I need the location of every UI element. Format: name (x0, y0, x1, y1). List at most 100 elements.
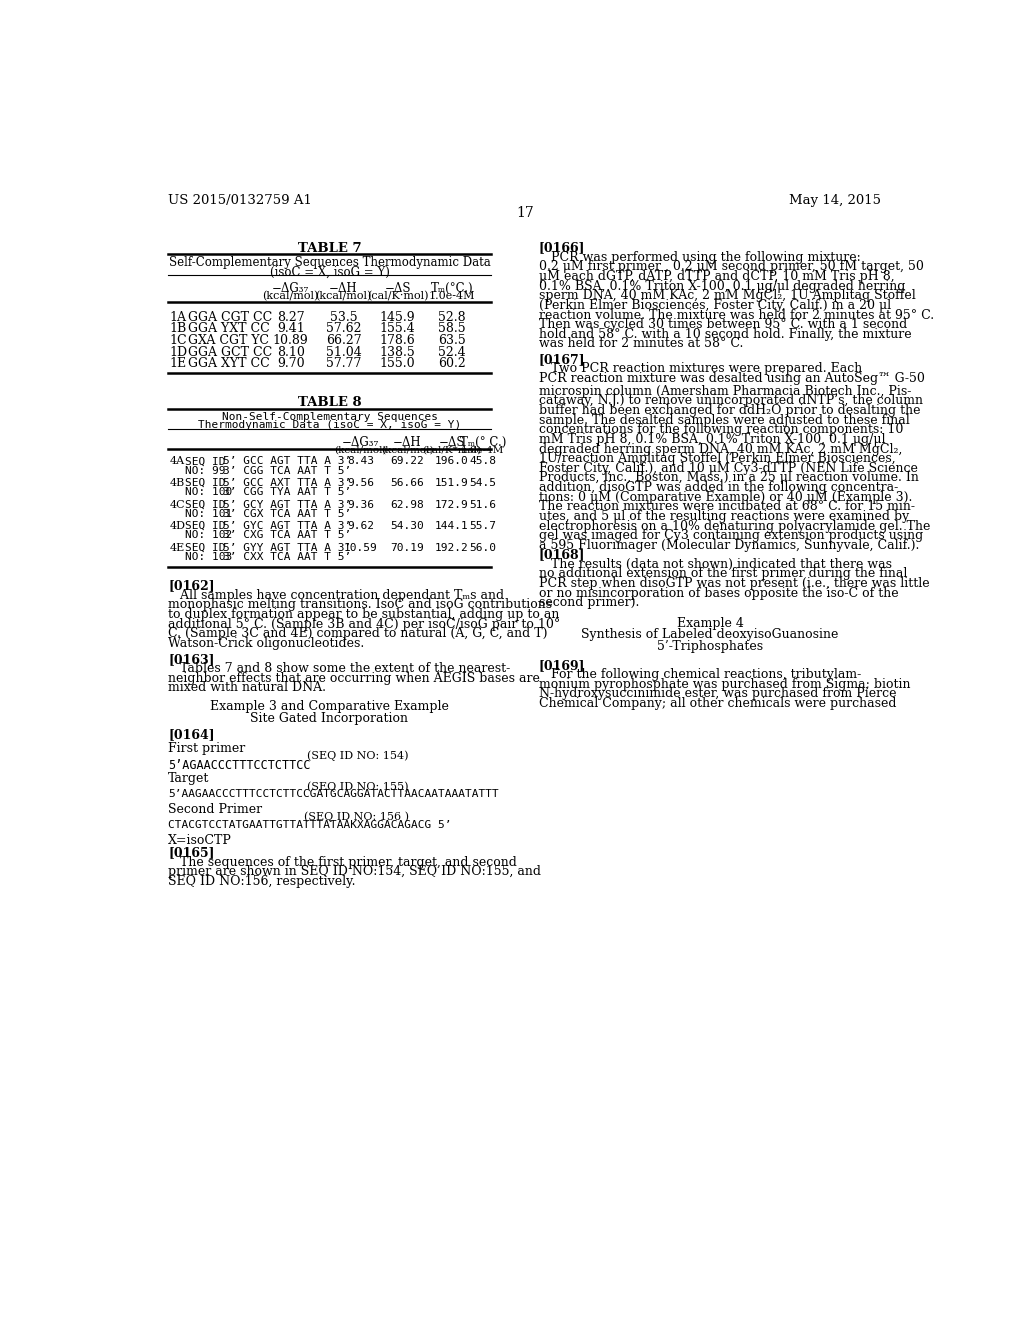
Text: addition, disoGTP was added in the following concentra-: addition, disoGTP was added in the follo… (539, 480, 898, 494)
Text: [0168]: [0168] (539, 548, 586, 561)
Text: X=isoCTP: X=isoCTP (168, 834, 232, 847)
Text: 155.4: 155.4 (380, 322, 416, 335)
Text: 3’ CXG TCA AAT T 5’: 3’ CXG TCA AAT T 5’ (222, 531, 351, 540)
Text: SEQ ID: SEQ ID (185, 499, 226, 510)
Text: 5’ GYY AGT TTA A 3’: 5’ GYY AGT TTA A 3’ (222, 543, 351, 553)
Text: Tables 7 and 8 show some the extent of the nearest-: Tables 7 and 8 show some the extent of t… (168, 663, 511, 675)
Text: N-hydroxysuccinimide ester, was purchased from Pierce: N-hydroxysuccinimide ester, was purchase… (539, 688, 896, 701)
Text: 45.8: 45.8 (469, 457, 497, 466)
Text: Second Primer: Second Primer (168, 804, 262, 816)
Text: utes, and 5 μl of the resulting reactions were examined by: utes, and 5 μl of the resulting reaction… (539, 510, 909, 523)
Text: 1C: 1C (170, 334, 187, 347)
Text: 8.43: 8.43 (347, 457, 374, 466)
Text: 1.0e-4M: 1.0e-4M (461, 446, 505, 454)
Text: SEQ ID: SEQ ID (185, 457, 226, 466)
Text: 1E: 1E (170, 358, 187, 370)
Text: (kcal/mol): (kcal/mol) (262, 290, 318, 301)
Text: gel was imaged for Cy3 containing extension products using: gel was imaged for Cy3 containing extens… (539, 529, 923, 543)
Text: 5’ GCY AGT TTA A 3’: 5’ GCY AGT TTA A 3’ (222, 499, 351, 510)
Text: (Perkin Elmer Biosciences, Foster City, Calif.) in a 20 μl: (Perkin Elmer Biosciences, Foster City, … (539, 298, 891, 312)
Text: 53.5: 53.5 (330, 312, 357, 323)
Text: mM Tris pH 8, 0.1% BSA, 0.1% Triton X-100, 0.1 μg/μl: mM Tris pH 8, 0.1% BSA, 0.1% Triton X-10… (539, 433, 886, 446)
Text: PCR was performed using the following mixture:: PCR was performed using the following mi… (539, 251, 860, 264)
Text: 54.30: 54.30 (390, 521, 424, 531)
Text: C. (Sample 3C and 4E) compared to natural (A, G, C, and T): C. (Sample 3C and 4E) compared to natura… (168, 627, 548, 640)
Text: SEQ ID NO:156, respectively.: SEQ ID NO:156, respectively. (168, 875, 355, 888)
Text: (SEQ ID NO: 155): (SEQ ID NO: 155) (307, 781, 409, 792)
Text: 9.62: 9.62 (347, 521, 374, 531)
Text: 56.66: 56.66 (390, 478, 424, 488)
Text: Non-Self-Complementary Sequences: Non-Self-Complementary Sequences (221, 412, 437, 421)
Text: NO: 103: NO: 103 (185, 552, 232, 562)
Text: 3’ CGX TCA AAT T 5’: 3’ CGX TCA AAT T 5’ (222, 508, 351, 519)
Text: 70.19: 70.19 (390, 543, 424, 553)
Text: GGA YXT CC: GGA YXT CC (187, 322, 269, 335)
Text: 5’-Triphosphates: 5’-Triphosphates (657, 640, 763, 652)
Text: 172.9: 172.9 (435, 499, 469, 510)
Text: PCR reaction mixture was desalted using an AutoSeg™ G-50: PCR reaction mixture was desalted using … (539, 372, 925, 385)
Text: degraded herring sperm DNA, 40 mM KAc, 2 mM MgCl₂,: degraded herring sperm DNA, 40 mM KAc, 2… (539, 442, 902, 455)
Text: 1D: 1D (170, 346, 188, 359)
Text: Tₘ(° C.): Tₘ(° C.) (460, 437, 506, 449)
Text: concentrations for the following reaction components: 10: concentrations for the following reactio… (539, 424, 903, 437)
Text: SEQ ID: SEQ ID (185, 478, 226, 488)
Text: [0166]: [0166] (539, 242, 586, 255)
Text: neighbor effects that are occurring when AEGIS bases are: neighbor effects that are occurring when… (168, 672, 541, 685)
Text: 4E: 4E (170, 543, 185, 553)
Text: Watson-Crick oligonucleotides.: Watson-Crick oligonucleotides. (168, 638, 365, 649)
Text: Then was cycled 30 times between 95° C. with a 1 second: Then was cycled 30 times between 95° C. … (539, 318, 907, 331)
Text: Products, Inc., Boston, Mass.) in a 25 μl reaction volume. In: Products, Inc., Boston, Mass.) in a 25 μ… (539, 471, 919, 484)
Text: 1.0e-4M: 1.0e-4M (429, 290, 475, 301)
Text: cataway, N.J.) to remove unincorporated dNTP’s, the column: cataway, N.J.) to remove unincorporated … (539, 395, 923, 408)
Text: TABLE 8: TABLE 8 (298, 396, 361, 409)
Text: was held for 2 minutes at 58° C.: was held for 2 minutes at 58° C. (539, 338, 743, 350)
Text: 0.2 μM first primer , 0.2 μM second primer, 50 fM target, 50: 0.2 μM first primer , 0.2 μM second prim… (539, 260, 924, 273)
Text: Foster City, Calif.), and 10 μM Cy3-dTTP (NEN Life Science: Foster City, Calif.), and 10 μM Cy3-dTTP… (539, 462, 918, 475)
Text: GXA CGT YC: GXA CGT YC (187, 334, 268, 347)
Text: 178.6: 178.6 (380, 334, 416, 347)
Text: 155.0: 155.0 (380, 358, 416, 370)
Text: Site Gated Incorporation: Site Gated Incorporation (251, 711, 409, 725)
Text: [0167]: [0167] (539, 354, 586, 366)
Text: Tₘ(°C.): Tₘ(°C.) (431, 281, 473, 294)
Text: (kcal/mol): (kcal/mol) (381, 446, 433, 454)
Text: US 2015/0132759 A1: US 2015/0132759 A1 (168, 194, 312, 207)
Text: GGA CGT CC: GGA CGT CC (187, 312, 272, 323)
Text: 3’ CGG TYA AAT T 5’: 3’ CGG TYA AAT T 5’ (222, 487, 351, 498)
Text: 4B: 4B (170, 478, 185, 488)
Text: reaction volume. The mixture was held for 2 minutes at 95° C.: reaction volume. The mixture was held fo… (539, 309, 934, 322)
Text: 9.41: 9.41 (276, 322, 304, 335)
Text: TABLE 7: TABLE 7 (298, 242, 361, 255)
Text: 4A: 4A (170, 457, 185, 466)
Text: 145.9: 145.9 (380, 312, 416, 323)
Text: 63.5: 63.5 (438, 334, 466, 347)
Text: All samples have concentration dependant Tₘs and: All samples have concentration dependant… (168, 589, 505, 602)
Text: additional 5° C. (Sample 3B and 4C) per isoC/isoG pair to 10°: additional 5° C. (Sample 3B and 4C) per … (168, 618, 560, 631)
Text: mixed with natural DNA.: mixed with natural DNA. (168, 681, 327, 694)
Text: (isoC = X, isoG = Y): (isoC = X, isoG = Y) (269, 265, 389, 279)
Text: 5’AGAACCCTTTCCTCTTCC: 5’AGAACCCTTTCCTCTTCC (168, 759, 311, 772)
Text: 62.98: 62.98 (390, 499, 424, 510)
Text: GGA XYT CC: GGA XYT CC (187, 358, 269, 370)
Text: 66.27: 66.27 (326, 334, 361, 347)
Text: NO: 102: NO: 102 (185, 531, 232, 540)
Text: no additional extension of the first primer during the final: no additional extension of the first pri… (539, 568, 907, 581)
Text: monophasic melting transitions. IsoC and isoG contributions: monophasic melting transitions. IsoC and… (168, 598, 552, 611)
Text: 5’ GCC AXT TTA A 3’: 5’ GCC AXT TTA A 3’ (222, 478, 351, 488)
Text: monium pyrophosphate was purchased from Sigma; biotin: monium pyrophosphate was purchased from … (539, 677, 910, 690)
Text: For the following chemical reactions, tributylam-: For the following chemical reactions, tr… (539, 668, 861, 681)
Text: −ΔS: −ΔS (384, 281, 411, 294)
Text: [0165]: [0165] (168, 846, 215, 859)
Text: 54.5: 54.5 (469, 478, 497, 488)
Text: 17: 17 (516, 206, 534, 220)
Text: [0169]: [0169] (539, 659, 586, 672)
Text: 1B: 1B (170, 322, 187, 335)
Text: μM each dGTP, dATP, dTTP and dCTP, 10 mM Tris pH 8,: μM each dGTP, dATP, dTTP and dCTP, 10 mM… (539, 271, 894, 282)
Text: a 595 Fluorimager (Molecular Dynamics, Sunnyvale, Calif.).: a 595 Fluorimager (Molecular Dynamics, S… (539, 539, 920, 552)
Text: 144.1: 144.1 (435, 521, 469, 531)
Text: The results (data not shown) indicated that there was: The results (data not shown) indicated t… (539, 557, 892, 570)
Text: Target: Target (168, 772, 210, 785)
Text: 192.2: 192.2 (435, 543, 469, 553)
Text: The reaction mixtures were incubated at 68° C. for 15 min-: The reaction mixtures were incubated at … (539, 500, 914, 513)
Text: 1A: 1A (170, 312, 186, 323)
